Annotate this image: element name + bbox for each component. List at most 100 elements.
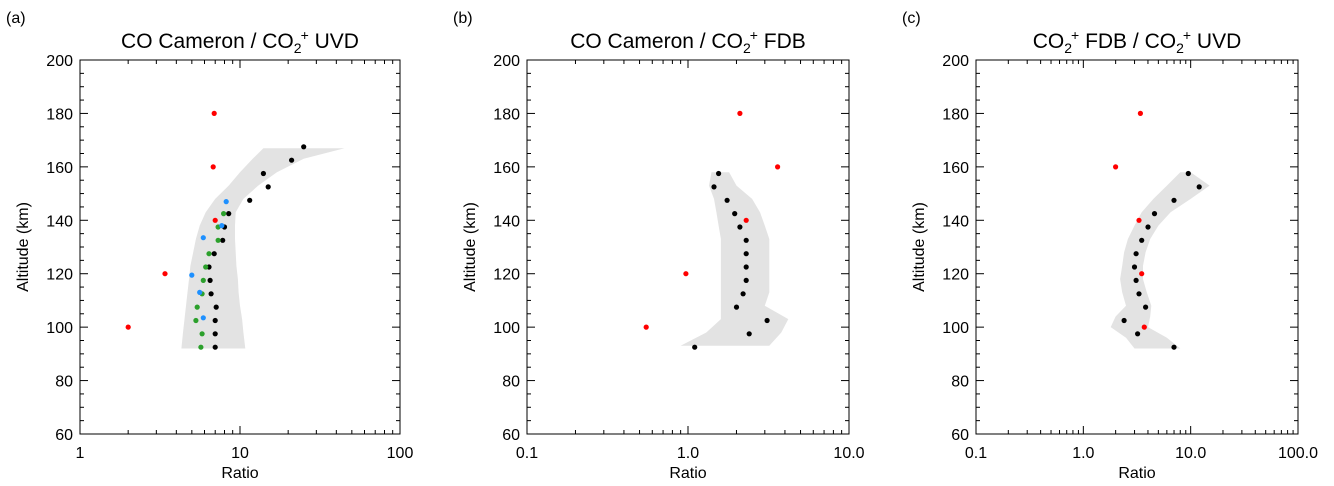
chart-0-series-0-point <box>220 237 226 243</box>
chart-1-ytick-label: 200 <box>493 53 520 70</box>
chart-0-series-0-point <box>211 251 217 257</box>
chart-0-series-0-point <box>212 317 218 324</box>
chart-0-series-3-point <box>210 164 216 170</box>
chart-1-series-0-point <box>740 291 746 297</box>
chart-0-xtick-label: 10 <box>231 445 249 462</box>
chart-1-series-0-point <box>711 184 717 190</box>
panel-c: (c) CO2+ FDB / CO2+ UVD 60 80 100 120 140 160 18… <box>902 10 1318 482</box>
chart-0-series-3-point <box>162 271 168 277</box>
chart-0-panel-label: (a) <box>6 10 26 27</box>
chart-2-series-1-point <box>1113 164 1119 170</box>
chart-1-ytick-label: 80 <box>502 374 520 391</box>
chart-1-series-0-point <box>743 251 749 257</box>
chart-0-series-2-point <box>200 235 206 241</box>
chart-2-series-0-point <box>1131 264 1138 270</box>
chart-2-uncertainty-band <box>1110 172 1210 349</box>
chart-1-uncertainty-band <box>680 172 789 346</box>
chart-2-ytick-label: 160 <box>942 160 969 177</box>
chart-1-xlabel: Ratio <box>669 465 706 482</box>
chart-2-series-1-point <box>1139 271 1145 277</box>
chart-1-ylabel: Altitude (km) <box>462 202 479 292</box>
chart-0-ytick-label: 100 <box>46 320 73 337</box>
chart-1-ytick-label: 180 <box>493 106 520 123</box>
chart-2-series-0-point <box>1196 184 1202 190</box>
chart-0-series-2-point <box>189 272 195 278</box>
chart-2-series-0-point <box>1151 211 1158 217</box>
chart-0-series-0-point <box>265 184 271 190</box>
chart-2-xlabel: Ratio <box>1118 465 1155 482</box>
chart-0-series-1-point <box>221 211 227 217</box>
chart-1-series-1-point <box>643 324 649 330</box>
chart-1-plot-frame <box>526 59 850 435</box>
chart-1-series-0-point <box>764 317 770 324</box>
chart-2-xtick-label: 1.0 <box>1072 445 1094 462</box>
panel-b: (b) CO Cameron / CO2+ FDB 60 80 100 120 140 160… <box>453 10 865 482</box>
chart-2-series-0-point <box>1136 291 1142 297</box>
chart-2-ytick-label: 80 <box>951 374 969 391</box>
chart-2-title: CO2+ FDB / CO2+ UVD <box>1033 27 1242 56</box>
chart-2-series-1-point <box>1137 110 1143 116</box>
chart-1-ytick-label: 60 <box>502 427 520 444</box>
chart-2-series-0-point <box>1185 170 1191 177</box>
chart-0-series-0-point <box>212 331 218 337</box>
chart-2-series-1-point <box>1136 217 1142 223</box>
chart-1-series-0-point <box>724 197 730 203</box>
chart-0-series-1-point <box>200 277 206 283</box>
chart-1-series-0-point <box>737 224 743 230</box>
chart-0-xlabel: Ratio <box>221 465 258 482</box>
chart-0-series-0-point <box>247 197 253 203</box>
chart-0-series-0-point <box>226 211 232 217</box>
chart-2-series-0-point <box>1121 317 1127 324</box>
chart-0-series-2-point <box>223 199 229 205</box>
chart-1-series-0-point <box>743 237 749 243</box>
chart-1-series-0-point <box>732 211 738 217</box>
chart-0-series-3-point <box>211 110 217 116</box>
chart-0-series-0-point <box>301 144 307 150</box>
chart-2-series-0-point <box>1135 331 1141 337</box>
chart-1-series-1-point <box>683 271 689 277</box>
chart-2-series-0-point <box>1145 224 1151 230</box>
chart-0-xtick-label: 1 <box>76 445 85 462</box>
chart-0-xtick-label: 100 <box>387 445 414 462</box>
chart-2-series-0-point <box>1133 277 1139 283</box>
chart-0-ytick-label: 80 <box>55 374 73 391</box>
chart-0-ytick-label: 140 <box>46 213 73 230</box>
chart-1-panel-label: (b) <box>453 10 473 27</box>
chart-0-ytick-label: 120 <box>46 267 73 284</box>
chart-1-series-1-point <box>743 217 749 223</box>
chart-1-ytick-label: 140 <box>493 213 520 230</box>
chart-2-series-0-point <box>1143 304 1149 310</box>
chart-0-series-2-point <box>200 315 206 321</box>
chart-2-ytick-label: 120 <box>942 267 969 284</box>
chart-2-ytick-label: 100 <box>942 320 969 337</box>
chart-0-ytick-label: 180 <box>46 106 73 123</box>
chart-0-ytick-label: 160 <box>46 160 73 177</box>
chart-0-series-1-point <box>198 344 204 350</box>
chart-1-series-0-point <box>743 264 749 270</box>
chart-2-panel-label: (c) <box>902 10 921 27</box>
chart-2-ylabel: Altitude (km) <box>911 202 928 292</box>
chart-2-series-0-point <box>1171 197 1177 203</box>
chart-0-series-0-point <box>213 304 219 310</box>
chart-2-ytick-label: 180 <box>942 106 969 123</box>
chart-0-series-1-point <box>199 331 205 337</box>
chart-0-series-0-point <box>260 170 266 177</box>
chart-0-series-1-point <box>193 317 199 324</box>
chart-0-title: CO Cameron / CO2+ UVD <box>121 27 359 56</box>
chart-2-series-0-point <box>1139 237 1145 243</box>
chart-0-plot-frame <box>79 59 401 435</box>
chart-1-ytick-label: 100 <box>493 320 520 337</box>
chart-2-ytick-label: 200 <box>942 53 969 70</box>
chart-1-series-1-point <box>737 110 743 116</box>
chart-0-series-1-point <box>203 264 209 270</box>
chart-1-series-0-point <box>692 344 698 350</box>
chart-0-series-2-point <box>219 223 225 229</box>
chart-0-series-3-point <box>125 324 131 330</box>
chart-1-series-0-point <box>716 170 722 177</box>
chart-0-series-1-point <box>206 251 212 257</box>
chart-0-series-0-point <box>289 157 295 163</box>
chart-2-xtick-label: 10.0 <box>1175 445 1206 462</box>
chart-2-ytick-label: 140 <box>942 213 969 230</box>
chart-0-ytick-label: 60 <box>55 427 73 444</box>
